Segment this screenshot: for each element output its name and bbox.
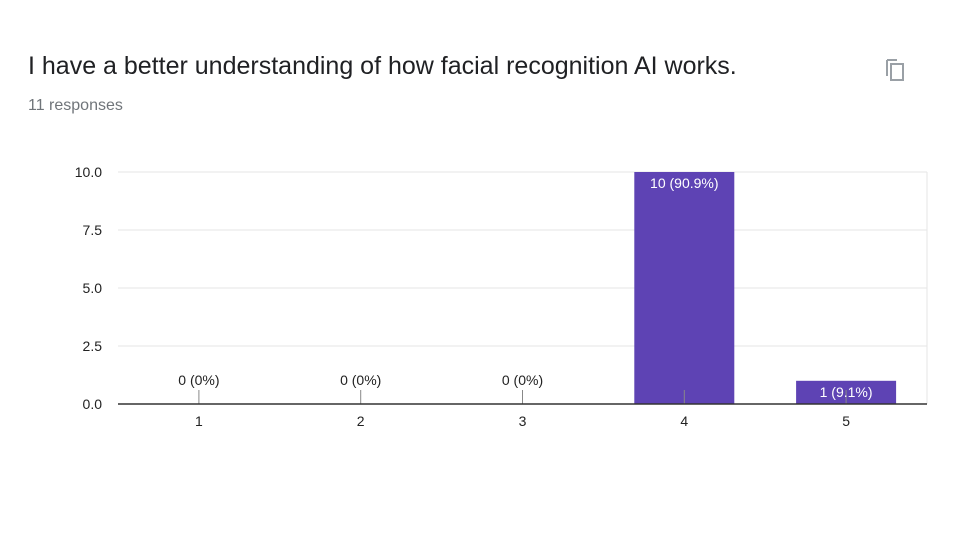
- data-label: 0 (0%): [178, 372, 219, 388]
- question-title: I have a better understanding of how fac…: [28, 52, 737, 80]
- y-tick-label: 10.0: [75, 164, 102, 180]
- response-count: 11 responses: [28, 97, 123, 114]
- data-label: 0 (0%): [340, 372, 381, 388]
- copy-chart-button[interactable]: [880, 55, 912, 87]
- data-label: 1 (9.1%): [820, 384, 873, 400]
- x-tick-label: 3: [519, 413, 527, 429]
- y-tick-label: 0.0: [83, 396, 103, 412]
- y-tick-label: 7.5: [83, 222, 103, 238]
- y-tick-label: 5.0: [83, 280, 103, 296]
- bar: [634, 172, 735, 404]
- x-tick-label: 4: [680, 413, 688, 429]
- x-tick-label: 1: [195, 413, 203, 429]
- y-tick-label: 2.5: [83, 338, 103, 354]
- data-label: 0 (0%): [502, 372, 543, 388]
- x-tick-label: 2: [357, 413, 365, 429]
- copy-icon: [886, 59, 904, 81]
- x-tick-label: 5: [842, 413, 850, 429]
- data-label: 10 (90.9%): [650, 175, 718, 191]
